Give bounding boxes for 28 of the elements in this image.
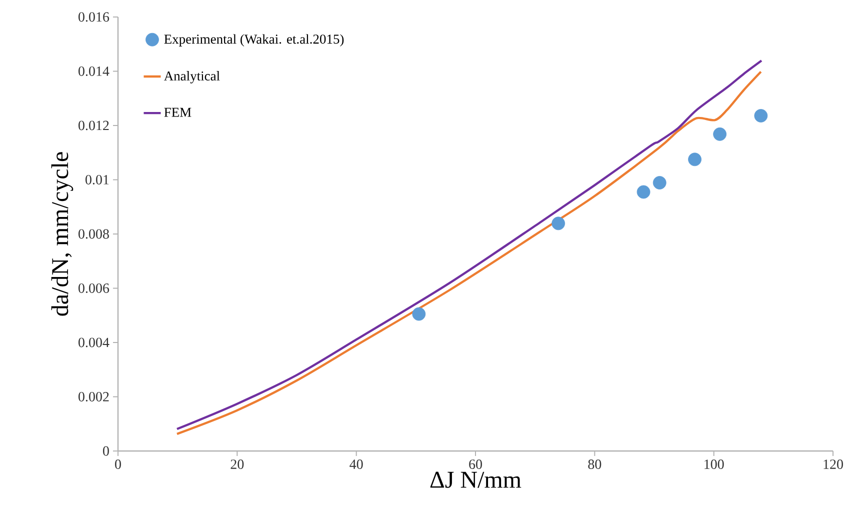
point (636, 185, 650, 199)
y-tick-label: 0.014 (78, 66, 110, 76)
x-tick-label: 120 (824, 460, 843, 469)
y-tick-label: 0.016 (78, 12, 110, 22)
x-tick-label: 40 (350, 460, 363, 469)
y-tick-label: 0.002 (78, 392, 109, 402)
y-tick-label: 0.004 (78, 338, 110, 348)
x-tick-label: 80 (588, 460, 602, 469)
point (688, 152, 702, 166)
point (552, 216, 566, 230)
y-tick-label: 0 (103, 446, 109, 456)
point (713, 127, 726, 141)
legend-label: FEM (164, 108, 192, 117)
y-tick-label: 0.01 (86, 174, 109, 185)
y-tick-label: 0.012 (78, 120, 109, 130)
x-tick-label: 20 (230, 460, 244, 469)
point (412, 307, 426, 321)
x-axis-title: ΔJ N/mm (430, 472, 522, 488)
y-tick-label: 0.006 (78, 283, 110, 294)
point (754, 109, 768, 122)
x-tick-label: 60 (469, 460, 482, 469)
legend-label: Experimental (Wakai. et.al.2015) (164, 34, 344, 46)
y-axis-title: da/dN, mm/cycle (51, 152, 74, 316)
legend-label: Analytical (164, 71, 220, 84)
x-tick-label: 100 (704, 460, 724, 469)
y-tick-label: 0.008 (78, 229, 109, 239)
x-tick-label: 0 (115, 460, 121, 469)
point (652, 176, 666, 190)
